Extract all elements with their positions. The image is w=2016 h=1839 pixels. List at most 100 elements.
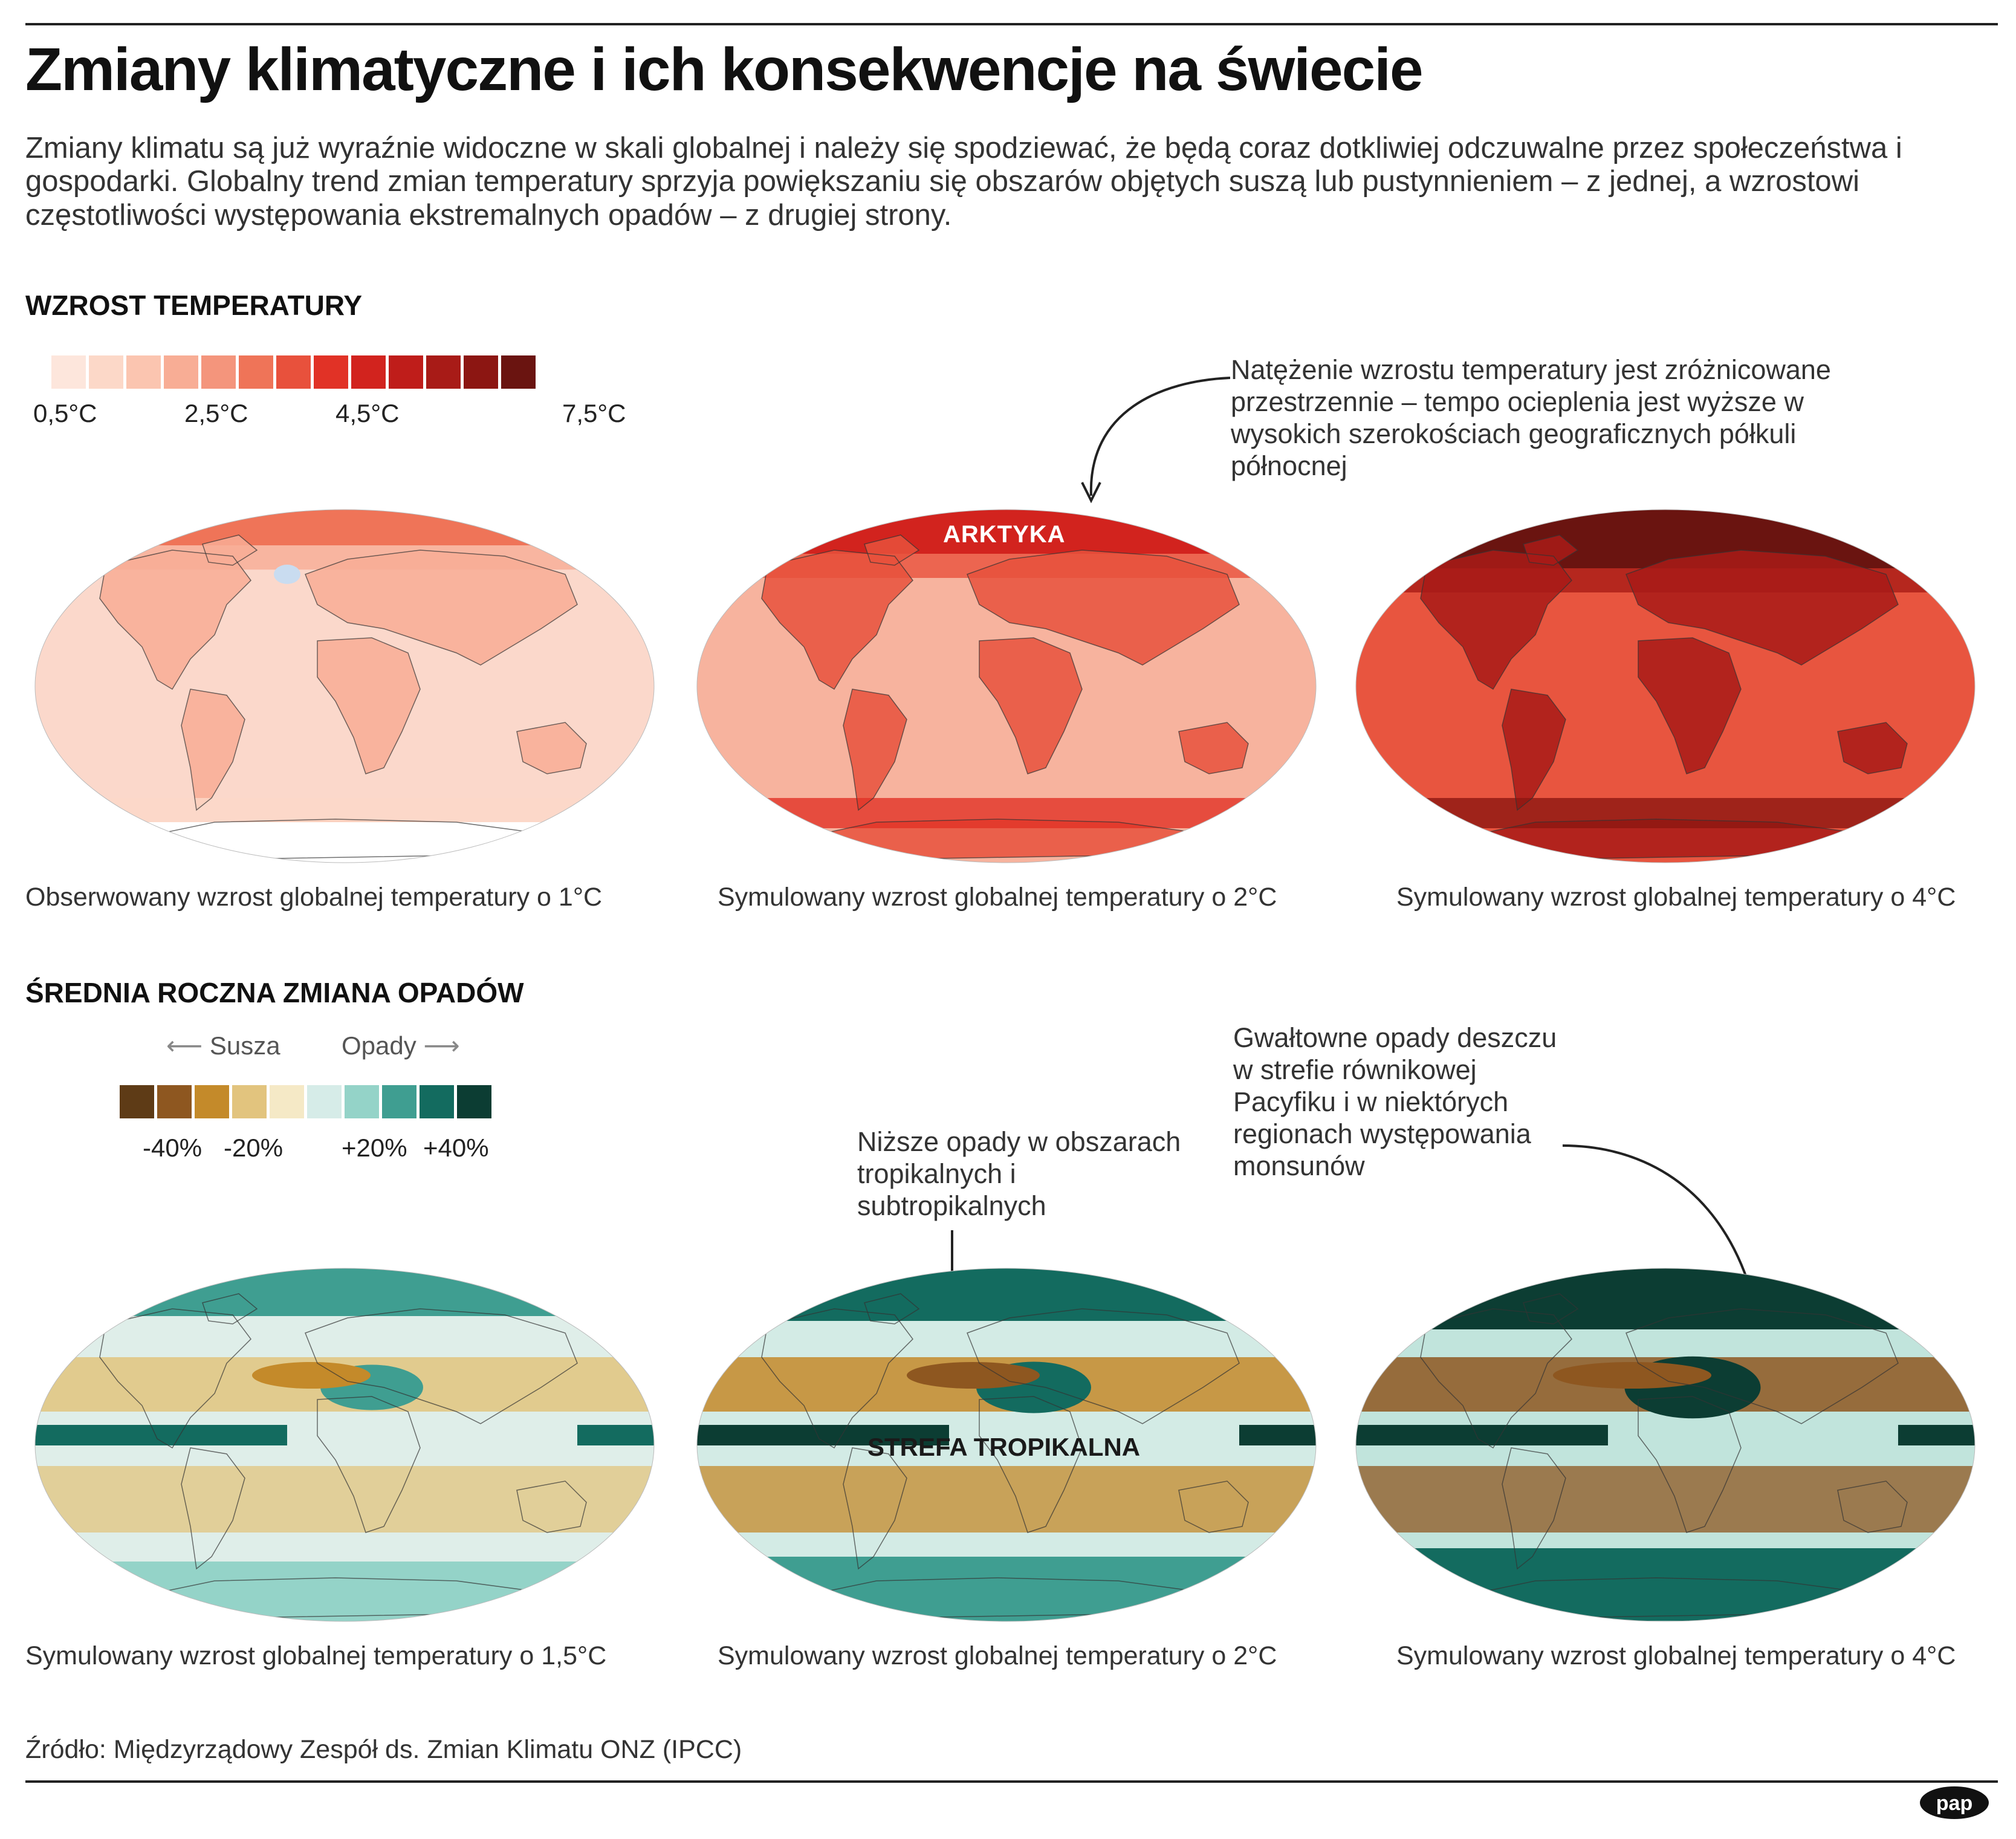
map-coastline bbox=[1420, 1308, 1572, 1449]
temperature-map-1c bbox=[34, 509, 655, 863]
map-north-wet-band bbox=[1356, 1268, 1975, 1329]
arrow-left-icon: ⟵ bbox=[166, 1031, 203, 1060]
bottom-rule bbox=[25, 1780, 1998, 1783]
map-coastline bbox=[99, 1308, 251, 1449]
temperature-map-4c bbox=[1355, 509, 1975, 863]
map-land-fill bbox=[1626, 550, 1898, 665]
map-no-data-area bbox=[35, 822, 654, 863]
precip-legend-swatch bbox=[232, 1085, 267, 1118]
precip-legend-swatch bbox=[420, 1085, 454, 1118]
map-coastline bbox=[317, 637, 421, 774]
temp-legend-swatch bbox=[426, 355, 461, 389]
map-sahara-dry-area bbox=[907, 1362, 1040, 1389]
map-land-fill bbox=[100, 550, 251, 689]
map-land-fill bbox=[864, 535, 919, 565]
map-frame bbox=[1355, 509, 1975, 863]
map-coastline bbox=[864, 1293, 920, 1325]
map-land-fill bbox=[979, 638, 1082, 774]
monsoon-annotation: Gwałtowne opady deszczu w strefie równik… bbox=[1233, 1022, 1557, 1182]
map-land-fill bbox=[967, 550, 1239, 665]
svg-text:pap: pap bbox=[1936, 1792, 1972, 1815]
rain-direction: Opady ⟶ bbox=[342, 1031, 460, 1060]
temperature-legend bbox=[51, 355, 536, 389]
map-equatorial-pacific-band bbox=[697, 1425, 949, 1445]
map-land-fill bbox=[762, 550, 913, 689]
temp-legend-swatch bbox=[126, 355, 161, 389]
map-coastline bbox=[1502, 1447, 1566, 1570]
map-land-fill bbox=[203, 535, 257, 565]
map-arctic-band bbox=[35, 510, 654, 546]
temp-legend-swatch bbox=[351, 355, 386, 389]
map-equatorial-pacific-band bbox=[1898, 1425, 1975, 1445]
map-coastline bbox=[1625, 1308, 1899, 1424]
map-land-fill bbox=[317, 638, 420, 774]
map-south-dry-belt bbox=[697, 1466, 1316, 1532]
precip-legend-label: +20% bbox=[342, 1134, 407, 1162]
temp-legend-swatch bbox=[389, 355, 423, 389]
pap-logo: pap bbox=[1920, 1786, 1989, 1819]
map-coastline bbox=[202, 534, 258, 566]
map-arctic-band bbox=[1356, 510, 1975, 568]
map-coastline bbox=[1502, 689, 1566, 811]
map-frame bbox=[34, 509, 655, 863]
temp-legend-label: 0,5°C bbox=[33, 399, 97, 427]
precipitation-map-caption: Symulowany wzrost globalnej temperatury … bbox=[718, 1641, 1277, 1670]
map-land-fill bbox=[1179, 722, 1248, 774]
map-frame bbox=[34, 1268, 655, 1622]
map-frame bbox=[696, 509, 1317, 863]
temp-legend-label: 4,5°C bbox=[335, 399, 400, 427]
arrow-arctic bbox=[1081, 377, 1231, 504]
map-land-fill bbox=[1523, 535, 1578, 565]
map-coastline bbox=[202, 1293, 258, 1325]
temperature-map-caption: Symulowany wzrost globalnej temperatury … bbox=[1396, 883, 1956, 912]
map-coastline bbox=[843, 1447, 907, 1570]
intro-text: Zmiany klimatu są już wyraźnie widoczne … bbox=[25, 132, 1902, 232]
precip-legend-swatch bbox=[195, 1085, 229, 1118]
map-north-wet-band bbox=[697, 1268, 1316, 1321]
map-land-fill bbox=[843, 689, 907, 810]
map-coastline bbox=[1523, 1293, 1579, 1325]
temperature-map-2c bbox=[696, 509, 1317, 863]
map-coastline bbox=[1638, 1396, 1742, 1533]
map-land-fill bbox=[1502, 689, 1566, 810]
precipitation-map-caption: Symulowany wzrost globalnej temperatury … bbox=[1396, 1641, 1956, 1670]
map-coastline bbox=[967, 550, 1240, 666]
precipitation-map-2c bbox=[696, 1268, 1317, 1622]
map-coastline bbox=[1837, 722, 1908, 774]
map-land-fill bbox=[1838, 722, 1907, 774]
map-coastline bbox=[317, 1396, 421, 1533]
map-coastline bbox=[761, 1308, 913, 1449]
temp-legend-swatch bbox=[276, 355, 311, 389]
map-southern-band bbox=[697, 798, 1316, 828]
temp-legend-label: 2,5°C bbox=[184, 399, 248, 427]
precipitation-section-title: ŚREDNIA ROCZNA ZMIANA OPADÓW bbox=[25, 977, 524, 1008]
map-sahara-dry-area bbox=[252, 1362, 371, 1389]
temp-legend-swatch bbox=[464, 355, 498, 389]
source-note: Źródło: Międzyrządowy Zespół ds. Zmian K… bbox=[25, 1735, 742, 1764]
map-land-fill bbox=[804, 819, 1209, 858]
map-south-wet-band bbox=[697, 1557, 1316, 1621]
map-coastline bbox=[181, 1447, 245, 1570]
map-equatorial-pacific-band bbox=[1239, 1425, 1316, 1445]
map-coastline bbox=[181, 689, 245, 811]
map-frame bbox=[696, 1268, 1317, 1622]
temperature-map-caption: Symulowany wzrost globalnej temperatury … bbox=[718, 883, 1277, 912]
precipitation-map-caption: Symulowany wzrost globalnej temperatury … bbox=[25, 1641, 607, 1670]
map-coastline bbox=[516, 722, 587, 774]
temp-legend-swatch bbox=[314, 355, 348, 389]
arrow-right-icon: ⟶ bbox=[423, 1031, 460, 1060]
temp-legend-swatch bbox=[89, 355, 123, 389]
precip-legend-label: +40% bbox=[423, 1134, 489, 1162]
precip-legend-swatch bbox=[270, 1085, 304, 1118]
temp-legend-swatch bbox=[51, 355, 86, 389]
precip-legend-label: -40% bbox=[143, 1134, 203, 1162]
arctic-annotation: Natężenie wzrostu temperatury jest zróżn… bbox=[1231, 354, 1831, 482]
map-coastline bbox=[305, 550, 578, 666]
precip-legend-swatch bbox=[457, 1085, 491, 1118]
map-coastline bbox=[843, 689, 907, 811]
map-coastline bbox=[864, 534, 920, 566]
page-title: Zmiany klimatyczne i ich konsekwencje na… bbox=[25, 36, 1424, 103]
temp-legend-label: 7,5°C bbox=[562, 399, 626, 427]
map-coastline bbox=[99, 550, 251, 690]
precip-legend-swatch bbox=[382, 1085, 416, 1118]
